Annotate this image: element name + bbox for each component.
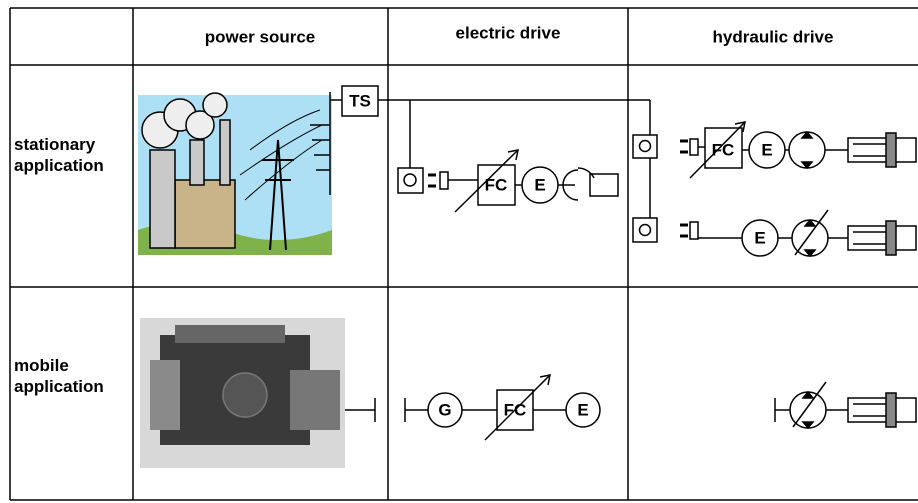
diagram-shape xyxy=(800,130,814,170)
diagram-shape xyxy=(885,132,897,168)
row-label: mobile application xyxy=(14,356,104,396)
diagram-shape xyxy=(484,374,551,441)
diagram-shape xyxy=(632,217,658,243)
diagram-shape xyxy=(589,173,619,197)
diagram-shape xyxy=(794,209,829,256)
symbol-label: FC xyxy=(712,141,735,160)
diagram-shape xyxy=(439,171,449,190)
symbol-label: E xyxy=(534,176,545,195)
diagram-shape xyxy=(539,374,551,386)
diagram-shape xyxy=(704,127,743,169)
diagram-shape xyxy=(638,223,652,237)
diagram-shape xyxy=(803,218,817,258)
diagram-shape xyxy=(185,110,215,140)
header-cell: power source xyxy=(205,27,316,46)
diagram-shape xyxy=(689,121,746,179)
diagram-shape xyxy=(638,139,652,153)
diagram-shape xyxy=(801,390,815,430)
diagram-shape xyxy=(202,92,228,118)
diagram-shape xyxy=(507,149,519,161)
diagram-shape xyxy=(222,372,268,418)
diagram-shape xyxy=(689,138,699,156)
diagram-shape xyxy=(219,119,231,186)
symbol-label: E xyxy=(761,141,772,160)
diagram-shape xyxy=(397,167,424,194)
diagram-shape xyxy=(290,370,340,430)
diagram-shape xyxy=(454,149,519,213)
header-cell: electric drive xyxy=(456,23,561,42)
power-plant-image xyxy=(138,92,332,255)
diagram-shape xyxy=(847,137,917,163)
diagram-shape xyxy=(734,121,746,133)
diagram-shape xyxy=(792,381,827,428)
diagram-shape xyxy=(577,167,595,179)
diagram-shape xyxy=(565,392,601,428)
diagram-shape xyxy=(562,169,579,201)
diagram-shape xyxy=(150,360,180,430)
diagram-shape xyxy=(885,220,897,256)
diagram-shape xyxy=(847,225,917,251)
symbol-label: E xyxy=(754,229,765,248)
diagram-shape xyxy=(174,179,236,249)
symbol-label: G xyxy=(438,401,451,420)
diagram-shape xyxy=(847,397,917,423)
diagram-shape xyxy=(262,139,294,251)
engine-image xyxy=(140,318,345,468)
diagram-shape xyxy=(885,392,897,428)
diagram-shape xyxy=(239,109,323,201)
diagram-shape xyxy=(403,173,417,187)
diagram-shape xyxy=(689,221,699,240)
diagram-shape xyxy=(632,134,658,159)
diagram-shape xyxy=(149,149,176,249)
symbol-label: E xyxy=(577,401,588,420)
symbol-label: TS xyxy=(349,92,371,111)
symbol-label: FC xyxy=(504,401,527,420)
symbol-label: FC xyxy=(485,176,508,195)
diagram-shape xyxy=(189,139,205,186)
header-cell: hydraulic drive xyxy=(713,27,834,46)
diagram-shape xyxy=(175,325,285,343)
table-grid xyxy=(9,7,918,501)
diagram-shape xyxy=(341,85,379,117)
row-label: stationary application xyxy=(14,135,104,175)
